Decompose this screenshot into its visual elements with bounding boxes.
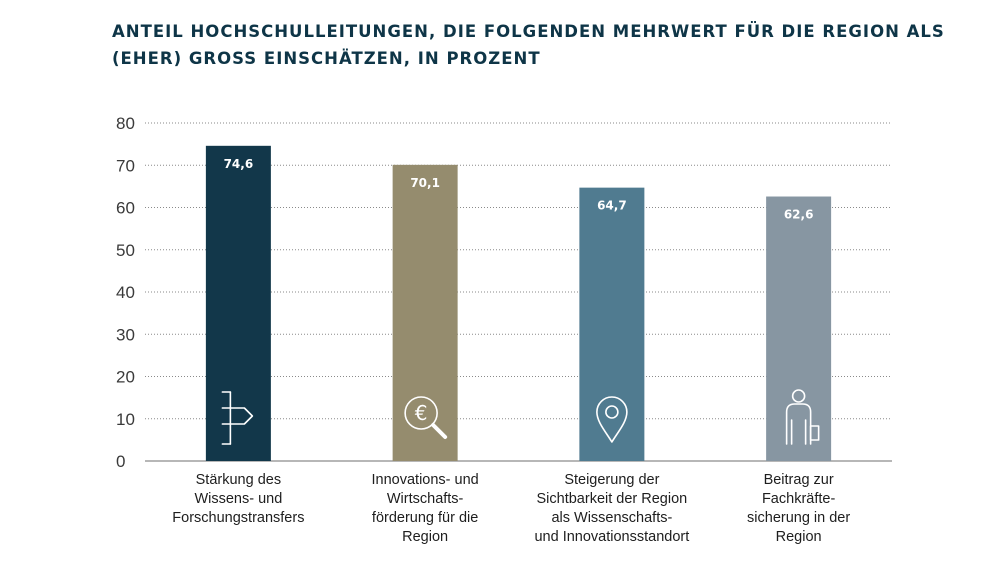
category-label-line: Forschungstransfers (172, 510, 304, 526)
y-axis: 0 10 20 30 40 50 60 70 80 (116, 114, 892, 471)
location-pin-icon (596, 396, 628, 443)
bar-value-label: 74,6 (224, 157, 254, 171)
category-label: Steigerung der Sichtbarkeit der Region als… (534, 472, 689, 545)
category-label-line: Steigerung der (564, 472, 659, 488)
y-tick-label: 20 (116, 368, 135, 387)
bar-group: 62,6 Beitrag zur Fachkräfte-sicherung in d… (747, 196, 850, 545)
category-label-line: Region (402, 529, 448, 545)
y-tick-label: 30 (116, 325, 135, 344)
category-label-line: Innovations- und (372, 472, 479, 488)
bar (766, 196, 832, 461)
category-label-line: Beitrag zur (764, 472, 834, 488)
category-label-line: Wirtschafts- (387, 491, 464, 507)
y-tick-label: 70 (116, 156, 135, 175)
category-label: Beitrag zur Fachkräfte-sicherung in der Re… (747, 472, 850, 545)
category-label-line: förderung für die (372, 510, 478, 526)
category-label-line: sicherung in der (747, 510, 850, 526)
euro-symbol: € (415, 401, 428, 425)
euro-magnifier-icon: € (404, 396, 448, 439)
y-tick-label: 60 (116, 199, 135, 218)
bars: 74,6 Stärkung des Wissens- und Forschungstr… (172, 145, 850, 545)
bar (579, 187, 645, 461)
bar (392, 164, 458, 461)
category-label: Innovations- und Wirtschafts-förderung fü… (372, 472, 479, 545)
category-label-line: Sichtbarkeit der Region (537, 491, 688, 507)
category-label-line: als Wissenschafts- (551, 510, 672, 526)
category-label-line: Fachkräfte- (762, 491, 835, 507)
category-label-line: Stärkung des (196, 472, 281, 488)
y-tick-label: 80 (116, 114, 135, 133)
bar-group: 64,7 Steigerung der Sichtbarkeit der Regio… (534, 187, 689, 545)
bar-group: 74,6 Stärkung des Wissens- und Forschungstr… (172, 145, 304, 526)
bar-value-label: 62,6 (784, 208, 814, 222)
title-line-2: (EHER) GROSS EINSCHÄTZEN, IN PROZENT (112, 49, 541, 68)
y-tick-label: 10 (116, 410, 135, 429)
worker-icon (785, 389, 820, 445)
y-tick-label: 40 (116, 283, 135, 302)
title-line-1: ANTEIL HOCHSCHULLEITUNGEN, DIE FOLGENDEN… (112, 22, 945, 41)
category-label-line: und Innovationsstandort (534, 529, 689, 545)
bar-group: 70,1 € Innovations- und Wirtschafts-förderu… (372, 164, 479, 545)
category-label: Stärkung des Wissens- und Forschungstransf… (172, 472, 304, 526)
bar-value-label: 70,1 (410, 176, 440, 190)
bar-value-label: 64,7 (597, 199, 627, 213)
bar (205, 145, 271, 461)
chart-title: ANTEIL HOCHSCHULLEITUNGEN, DIE FOLGENDEN… (112, 18, 945, 72)
y-tick-label: 0 (116, 452, 125, 471)
signpost-icon (221, 391, 254, 445)
category-label-line: Wissens- und (194, 491, 282, 507)
y-tick-label: 50 (116, 241, 135, 260)
category-label-line: Region (776, 529, 822, 545)
